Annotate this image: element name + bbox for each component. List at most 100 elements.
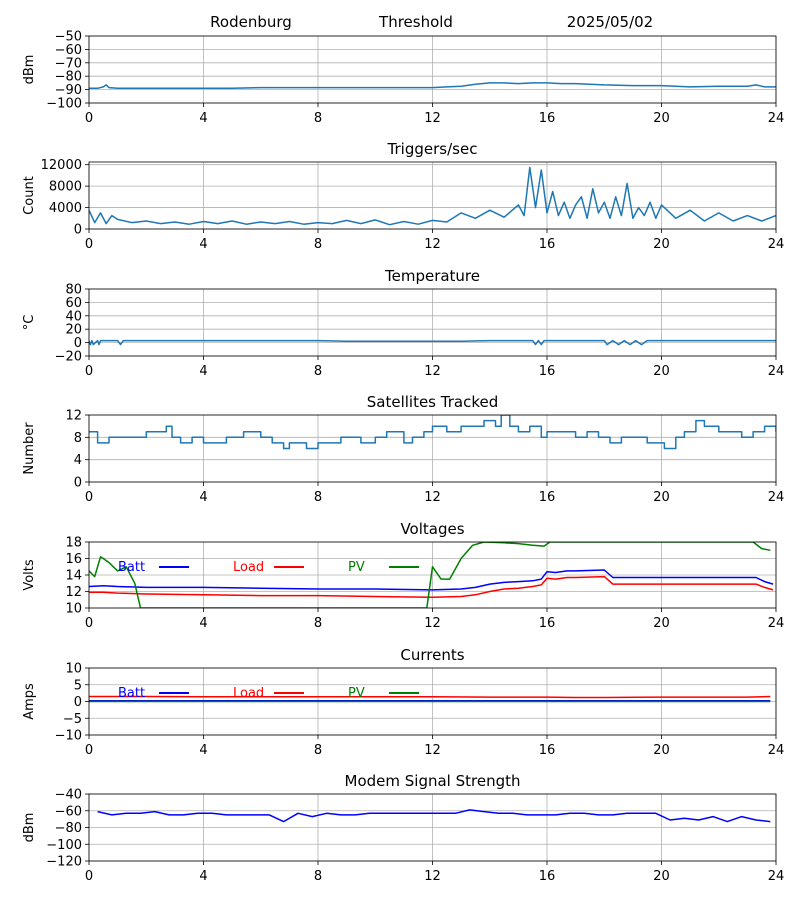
x-tick-label: 20 xyxy=(653,869,670,884)
y-tick-label: 4000 xyxy=(49,201,82,216)
y-tick-label: 5 xyxy=(74,678,82,693)
x-tick-label: 8 xyxy=(314,869,322,884)
y-tick-label: −60 xyxy=(55,43,82,58)
x-tick-label: 0 xyxy=(85,869,93,884)
y-tick-label: 0 xyxy=(74,223,82,238)
x-tick-label: 0 xyxy=(85,364,93,379)
x-tick-label: 16 xyxy=(539,616,556,631)
x-tick-label: 16 xyxy=(539,869,556,884)
y-tick-label: 8 xyxy=(74,431,82,446)
y-tick-label: 0 xyxy=(74,476,82,491)
panel-triggers: 0 4 8 12 16 20 24 0 4000 8000 12000 Count Triggers/s… xyxy=(22,140,784,252)
x-tick-label: 4 xyxy=(199,616,207,631)
x-tick-label: 12 xyxy=(424,111,441,126)
y-tick-label: −5 xyxy=(63,712,82,727)
y-tick-label: 10 xyxy=(65,602,82,617)
x-tick-label: 4 xyxy=(199,237,207,252)
y-tick-label: −70 xyxy=(55,56,82,71)
x-tick-label: 4 xyxy=(199,490,207,505)
y-tick-label: 8000 xyxy=(49,180,82,195)
panel-title: Currents xyxy=(400,646,464,664)
y-tick-label: 0 xyxy=(74,695,82,710)
x-tick-label: 24 xyxy=(768,616,785,631)
y-tick-label: −20 xyxy=(55,350,82,365)
series-line-1 xyxy=(97,809,771,823)
x-tick-label: 0 xyxy=(85,743,93,758)
series-group xyxy=(89,542,774,608)
x-tick-label: 16 xyxy=(539,111,556,126)
series-group xyxy=(89,166,776,226)
panel-title: Triggers/sec xyxy=(387,140,478,158)
x-tick-label: 12 xyxy=(424,237,441,252)
y-tick-label: −80 xyxy=(55,821,82,836)
x-tick-label: 24 xyxy=(768,869,785,884)
station-name: Rodenburg xyxy=(210,13,292,31)
x-tick-label: 20 xyxy=(653,490,670,505)
series-group xyxy=(89,695,771,703)
y-tick-label: 40 xyxy=(65,309,82,324)
y-tick-label: 80 xyxy=(65,283,82,298)
x-tick-label: 12 xyxy=(424,364,441,379)
y-tick-label: 12 xyxy=(65,409,82,424)
y-tick-label: −100 xyxy=(46,97,82,112)
y-axis-label: °C xyxy=(22,315,37,331)
panel-title: Modem Signal Strength xyxy=(345,772,521,790)
threshold-label: Threshold xyxy=(378,13,453,31)
x-tick-label: 0 xyxy=(85,616,93,631)
legend-label-load: Load xyxy=(233,560,264,575)
series-group xyxy=(97,809,771,823)
x-tick-label: 4 xyxy=(199,869,207,884)
x-tick-label: 12 xyxy=(424,743,441,758)
y-tick-label: 60 xyxy=(65,296,82,311)
x-tick-label: 24 xyxy=(768,364,785,379)
x-tick-label: 4 xyxy=(199,111,207,126)
legend-label-batt: Batt xyxy=(118,686,145,701)
series-line-1 xyxy=(89,415,776,450)
legend: Batt Load PV xyxy=(118,686,419,701)
x-tick-label: 20 xyxy=(653,111,670,126)
series-line-1 xyxy=(89,339,776,346)
panel-currents: 0 4 8 12 16 20 24 −10 −5 0 510 Amps Currents Batt Load… xyxy=(22,646,784,758)
x-tick-label: 0 xyxy=(85,111,93,126)
x-tick-label: 24 xyxy=(768,490,785,505)
panel-satellites: 0 4 8 12 16 20 24 0 4 8 12 Number Satellites Tracked xyxy=(22,393,784,505)
y-axis-label: dBm xyxy=(22,55,37,85)
y-tick-label: −100 xyxy=(46,838,82,853)
series-group xyxy=(89,82,776,90)
legend-label-pv: PV xyxy=(348,686,365,701)
x-tick-label: 20 xyxy=(653,743,670,758)
x-tick-label: 16 xyxy=(539,490,556,505)
series-line-pv xyxy=(89,542,771,608)
panel-threshold: 0 4 8 12 16 20 24 −100−90−80−70−60−50 dBm xyxy=(22,30,784,127)
x-tick-label: 8 xyxy=(314,364,322,379)
y-axis-label: dBm xyxy=(22,813,37,843)
x-tick-label: 20 xyxy=(653,237,670,252)
series-line-load xyxy=(89,575,774,599)
x-tick-label: 20 xyxy=(653,616,670,631)
y-tick-label: −90 xyxy=(55,83,82,98)
x-tick-label: 8 xyxy=(314,490,322,505)
y-tick-label: 12 xyxy=(65,585,82,600)
series-group xyxy=(89,415,776,450)
series-line-1 xyxy=(89,166,776,226)
y-tick-label: −50 xyxy=(55,30,82,45)
legend-label-pv: PV xyxy=(348,560,365,575)
x-tick-label: 12 xyxy=(424,869,441,884)
x-tick-label: 0 xyxy=(85,237,93,252)
x-tick-label: 24 xyxy=(768,237,785,252)
panel-title: Satellites Tracked xyxy=(367,393,498,411)
y-tick-label: 18 xyxy=(65,536,82,551)
series-line-load xyxy=(89,695,771,699)
y-tick-label: 4 xyxy=(74,453,82,468)
x-tick-label: 8 xyxy=(314,616,322,631)
y-tick-label: 12000 xyxy=(41,158,82,173)
y-tick-label: 0 xyxy=(74,336,82,351)
x-tick-label: 8 xyxy=(314,111,322,126)
x-tick-label: 20 xyxy=(653,364,670,379)
x-tick-label: 8 xyxy=(314,237,322,252)
series-group xyxy=(89,339,776,346)
x-tick-label: 16 xyxy=(539,237,556,252)
x-tick-label: 24 xyxy=(768,743,785,758)
x-tick-label: 4 xyxy=(199,743,207,758)
